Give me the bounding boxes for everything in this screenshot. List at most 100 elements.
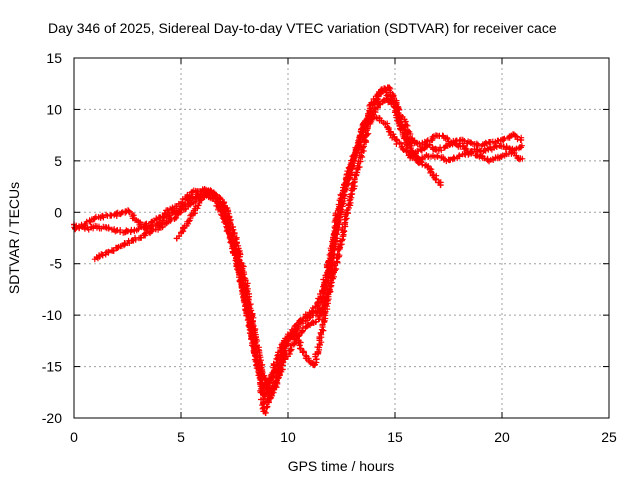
data-point-marker [173,214,180,221]
data-point-marker [252,353,259,360]
x-tick-labels: 0 5 10 15 20 25 [70,429,617,445]
data-point-marker [105,225,112,232]
data-point-marker [369,112,376,119]
data-point-marker [215,206,221,213]
data-point-marker [374,104,381,111]
data-point-marker [322,301,329,308]
data-point-marker [403,148,410,155]
data-points [71,84,526,416]
y-tick-label: -10 [42,307,62,323]
data-point-marker [350,179,357,186]
data-point-marker [231,230,238,237]
data-point-marker [299,349,306,356]
data-point-marker [335,218,342,224]
data-point-marker [99,252,106,259]
chart-title: Day 346 of 2025, Sidereal Day-to-day VTE… [48,20,557,36]
data-point-marker [396,106,403,113]
data-point-marker [208,188,215,195]
data-point-marker [237,278,244,285]
data-point-marker [149,221,156,228]
data-point-marker [402,123,409,130]
data-point-marker [297,317,303,324]
data-point-marker [295,333,302,340]
data-point-marker [518,137,525,143]
data-point-marker [187,200,194,207]
data-point-marker [176,233,182,240]
data-point-marker [317,293,324,300]
data-point-marker [456,140,463,147]
data-point-marker [217,196,224,203]
x-tick-label: 10 [280,429,296,445]
data-point-marker [366,118,373,124]
data-point-marker [380,86,387,93]
data-point-marker [365,130,372,137]
data-point-marker [245,296,252,303]
y-tick-label: 10 [46,101,62,117]
x-tick-label: 0 [70,429,78,445]
y-tick-label: 15 [46,50,62,66]
data-point-marker [132,236,139,243]
y-tick-label: 0 [54,204,62,220]
series-track-1 [71,85,525,400]
data-point-marker [250,322,257,329]
data-point-marker [142,232,149,239]
data-point-marker [519,155,526,162]
data-point-marker [299,327,305,334]
data-point-marker [329,270,336,277]
data-point-marker [141,221,148,228]
series-track-4 [173,95,525,401]
x-tick-label: 20 [494,429,510,445]
data-point-marker [213,191,220,198]
y-axis-title: SDTVAR / TECUs [6,182,22,294]
x-axis-title: GPS time / hours [288,458,395,474]
data-point-marker [298,345,304,352]
data-point-marker [354,143,361,150]
data-point-marker [433,176,440,182]
data-point-marker [355,158,362,165]
axis-ticks [73,57,610,419]
x-tick-label: 15 [387,429,403,445]
plot-frame [73,57,610,419]
data-point-marker [198,195,204,202]
data-point-marker [445,138,452,145]
data-point-marker [189,193,196,200]
data-point-marker [361,143,367,150]
data-point-marker [342,186,349,193]
data-point-marker [282,354,289,361]
data-point-marker [234,266,240,273]
data-point-marker [100,214,107,221]
data-point-marker [322,295,329,302]
y-tick-label: 5 [54,153,62,169]
y-tick-label: -20 [42,410,62,426]
data-point-marker [450,154,457,161]
data-point-marker [233,239,240,246]
data-point-marker [165,211,172,217]
data-point-marker [424,138,430,145]
data-point-marker [149,227,156,234]
data-point-marker [207,194,213,201]
data-point-marker [137,234,144,241]
data-point-marker [148,228,155,235]
data-point-marker [221,215,228,222]
data-point-marker [413,139,420,146]
data-point-marker [324,263,331,270]
data-point-marker [333,266,340,272]
data-point-marker [261,408,268,415]
data-point-marker [348,160,355,167]
y-tick-label: -15 [42,359,62,375]
data-point-marker [263,403,270,410]
data-point-marker [217,211,224,218]
data-point-marker [437,182,444,189]
data-point-marker [338,199,345,206]
data-point-marker [125,228,131,235]
data-point-marker [110,247,117,254]
y-tick-label: -5 [50,256,63,272]
data-point-marker [132,216,138,223]
series-track-3 [91,111,444,392]
data-point-marker [473,140,480,147]
data-point-marker [501,135,508,142]
data-point-marker [238,260,245,266]
y-tick-labels: -20 -15 -10 -5 0 5 10 15 [42,50,62,426]
data-point-marker [482,139,489,146]
